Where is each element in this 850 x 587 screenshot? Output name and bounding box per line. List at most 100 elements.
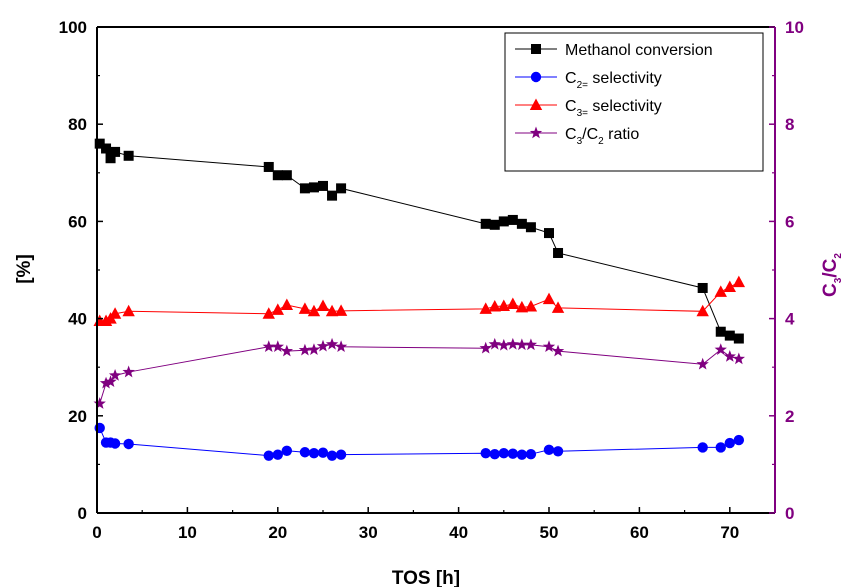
legend-label-part-0-0: Methanol conversion: [565, 42, 713, 59]
data-point-s0-16: [507, 214, 518, 225]
legend-label-3: C3/C2 ratio: [565, 126, 639, 147]
data-point-s3-2: [104, 375, 117, 388]
data-point-s3-4: [122, 365, 135, 378]
data-point-s1-6: [272, 449, 283, 460]
data-point-s2-23: [723, 280, 736, 293]
data-point-s0-5: [263, 161, 274, 172]
x-tick-label-2: 20: [268, 523, 287, 542]
legend-box: [504, 32, 764, 172]
data-point-s3-5: [262, 340, 275, 353]
data-point-s0-22: [715, 326, 726, 337]
data-point-s0-24: [733, 333, 744, 344]
data-point-s3-0: [93, 397, 106, 409]
data-point-s3-20: [551, 344, 565, 357]
x-tick-label-0: 0: [92, 523, 101, 542]
data-point-s0-15: [498, 216, 509, 227]
y2-title-base: C: [820, 283, 841, 297]
data-point-s0-23: [724, 330, 735, 341]
data-point-s1-14: [489, 448, 500, 460]
data-point-s3-6: [271, 340, 284, 353]
data-point-s0-3: [110, 146, 121, 157]
data-point-s3-3: [108, 368, 122, 381]
data-point-s2-9: [307, 304, 321, 317]
data-point-s1-4: [123, 438, 134, 450]
plot-layer: [93, 138, 746, 461]
data-point-s2-4: [122, 304, 135, 317]
legend-label-part-2-2: selectivity: [588, 98, 662, 115]
data-point-s2-15: [497, 299, 510, 311]
data-point-s1-16: [507, 448, 519, 459]
data-point-s3-13: [479, 341, 492, 354]
data-point-s0-0: [94, 138, 105, 149]
legend-marker-3: [529, 126, 543, 139]
data-point-s2-17: [515, 300, 529, 313]
data-point-s0-1: [101, 143, 112, 154]
series-line-1: [99, 427, 739, 457]
data-point-s1-10: [317, 447, 329, 458]
data-point-s3-8: [298, 343, 312, 356]
data-point-s3-18: [524, 338, 538, 351]
data-point-s3-14: [488, 337, 501, 350]
data-point-s0-14: [489, 219, 500, 230]
y2-title-sub2: 2: [833, 253, 844, 259]
data-point-s2-5: [262, 307, 275, 319]
data-point-s0-8: [299, 183, 310, 194]
data-point-s1-20: [552, 446, 564, 457]
y2-title-mid: /C: [820, 258, 841, 277]
data-point-s0-19: [544, 228, 554, 239]
data-point-s3-11: [325, 337, 339, 350]
legend-label-0: Methanol conversion: [565, 42, 713, 59]
data-point-s0-21: [697, 282, 708, 293]
legend-label-part-3-2: /C: [582, 126, 598, 143]
data-point-s2-24: [732, 275, 746, 288]
y-axis-title: [%]: [14, 254, 35, 284]
data-point-s1-12: [335, 449, 347, 460]
data-point-s3-7: [280, 344, 294, 357]
data-point-s3-24: [732, 352, 746, 365]
data-point-s1-21: [697, 442, 708, 453]
legend-label-part-3-1: 3: [577, 136, 583, 147]
data-point-s2-8: [298, 302, 312, 314]
data-point-s2-22: [714, 285, 727, 297]
data-point-s0-17: [516, 218, 527, 229]
data-point-s1-3: [109, 438, 121, 449]
data-point-s1-24: [733, 434, 745, 446]
x-tick-label-3: 30: [359, 523, 378, 542]
data-point-s0-12: [336, 183, 347, 194]
legend-label-part-1-0: C: [565, 70, 577, 87]
data-point-s3-17: [515, 338, 529, 351]
data-point-s0-4: [123, 150, 134, 161]
data-point-s0-10: [318, 180, 328, 191]
x-axis-title: TOS [h]: [392, 568, 460, 587]
data-point-s1-22: [715, 442, 726, 453]
legend-label-part-2-0: C: [565, 98, 577, 115]
legend-label-part-3-3: 2: [598, 136, 604, 147]
data-point-s1-9: [308, 448, 320, 459]
series-line-3: [99, 343, 739, 404]
data-point-s2-7: [280, 298, 294, 310]
y2-tick-label-2: 4: [785, 310, 795, 329]
x-tick-label-6: 60: [630, 523, 649, 542]
data-point-s3-23: [723, 350, 736, 362]
x-tick-label-5: 50: [540, 523, 559, 542]
data-point-s0-6: [272, 170, 283, 181]
data-point-s1-23: [724, 437, 735, 449]
data-point-s3-10: [316, 339, 330, 352]
y2-tick-label-4: 8: [785, 115, 794, 134]
y2-title-sub1: 3: [833, 277, 844, 283]
legend-label-part-2-1: 3=: [577, 108, 589, 119]
legend-marker-0: [531, 44, 541, 54]
data-point-s2-19: [542, 292, 556, 305]
y-tick-label-0: 0: [78, 504, 87, 523]
data-point-s2-20: [551, 301, 565, 313]
data-point-s0-13: [480, 218, 491, 229]
data-point-s1-18: [525, 448, 537, 460]
x-tick-label-7: 70: [720, 523, 739, 542]
data-point-s3-12: [334, 340, 348, 353]
data-point-s2-10: [316, 299, 330, 311]
data-point-s3-9: [307, 343, 321, 355]
y-tick-label-2: 40: [68, 310, 87, 329]
data-point-s1-19: [543, 444, 555, 456]
